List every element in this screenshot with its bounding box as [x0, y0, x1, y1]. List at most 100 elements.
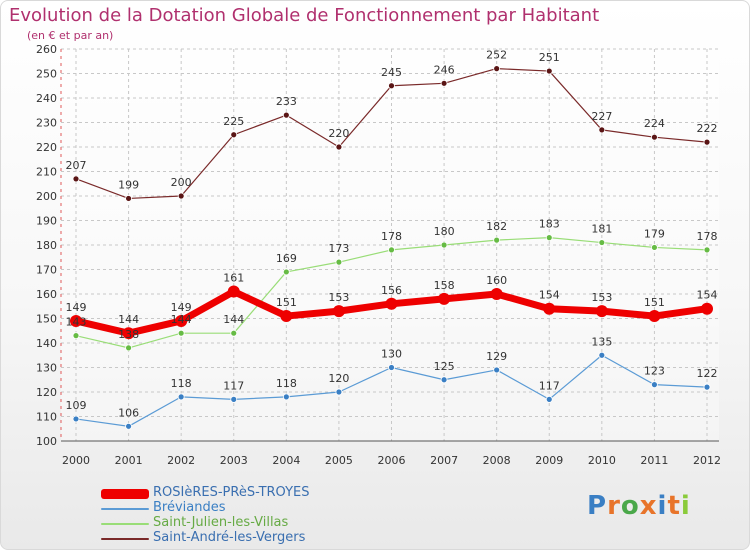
data-point [72, 415, 80, 423]
logo-letter: x [639, 491, 658, 521]
data-point [70, 314, 82, 327]
x-tick-label: 2006 [378, 454, 406, 467]
data-label: 118 [171, 377, 192, 390]
data-label: 179 [644, 227, 665, 240]
y-tick-label: 130 [36, 362, 57, 375]
data-point [177, 192, 185, 200]
data-label: 154 [697, 289, 718, 302]
data-label: 178 [697, 230, 718, 243]
data-label: 207 [66, 159, 87, 172]
data-point [72, 332, 80, 340]
data-label: 252 [486, 49, 507, 62]
y-tick-label: 210 [36, 166, 57, 179]
data-point [493, 236, 501, 244]
x-tick-label: 2001 [115, 454, 143, 467]
data-label: 246 [434, 63, 455, 76]
data-point [493, 366, 501, 374]
data-label: 156 [381, 284, 402, 297]
y-tick-label: 230 [36, 117, 57, 130]
data-point [438, 292, 451, 305]
data-point [598, 351, 606, 359]
data-label: 143 [66, 316, 87, 329]
x-tick-label: 2005 [325, 454, 353, 467]
data-point [545, 395, 553, 403]
data-label: 109 [66, 399, 87, 412]
data-label: 144 [223, 313, 244, 326]
data-label: 154 [539, 289, 560, 302]
logo-letter: r [607, 491, 621, 521]
y-tick-label: 120 [36, 386, 57, 399]
data-label: 233 [276, 95, 297, 108]
data-point [125, 422, 132, 430]
y-tick-label: 250 [36, 68, 57, 81]
data-point [543, 302, 556, 315]
data-label: 224 [644, 117, 665, 130]
data-point [282, 268, 290, 276]
data-label: 125 [434, 360, 455, 373]
data-label: 118 [276, 377, 297, 390]
y-tick-label: 190 [36, 215, 57, 228]
y-tick-label: 170 [36, 264, 57, 277]
data-point [701, 302, 713, 315]
y-tick-label: 110 [36, 411, 57, 424]
data-point [440, 79, 448, 87]
data-label: 130 [381, 348, 402, 361]
data-label: 153 [328, 291, 349, 304]
x-tick-label: 2003 [220, 454, 248, 467]
legend-swatch [101, 523, 149, 525]
data-point [282, 393, 290, 401]
data-label: 181 [591, 223, 612, 236]
data-label: 135 [591, 335, 612, 348]
proxiti-logo: Proxiti [587, 491, 691, 521]
data-label: 199 [118, 178, 139, 191]
data-label: 173 [328, 242, 349, 255]
data-label: 220 [328, 127, 349, 140]
y-tick-label: 220 [36, 141, 57, 154]
y-tick-label: 140 [36, 337, 57, 350]
data-point [227, 285, 240, 298]
y-tick-label: 160 [36, 288, 57, 301]
data-label: 144 [118, 313, 139, 326]
legend-swatch [101, 508, 149, 510]
data-label: 138 [118, 328, 139, 341]
data-point [651, 133, 658, 141]
data-point [177, 393, 185, 401]
logo-letter: i [657, 491, 668, 521]
data-point [545, 67, 553, 75]
x-tick-label: 2000 [62, 454, 90, 467]
data-point [388, 364, 395, 371]
data-point [651, 381, 658, 389]
data-point [651, 244, 658, 251]
data-label: 227 [591, 110, 612, 123]
data-label: 182 [486, 220, 507, 233]
x-tick-label: 2008 [483, 454, 511, 467]
data-point [440, 241, 448, 249]
data-label: 161 [223, 272, 244, 285]
y-tick-label: 200 [36, 190, 57, 203]
y-tick-label: 150 [36, 313, 57, 326]
data-point [282, 111, 290, 119]
data-point [385, 297, 398, 310]
x-tick-label: 2002 [167, 454, 195, 467]
data-point [230, 131, 238, 139]
data-label: 158 [434, 279, 455, 292]
y-tick-label: 180 [36, 239, 57, 252]
data-label: 169 [276, 252, 297, 265]
data-label: 120 [328, 372, 349, 385]
legend-label: Saint-André-les-Vergers [153, 530, 306, 545]
data-point [125, 195, 132, 202]
data-point [388, 246, 395, 254]
legend-label: Bréviandes [153, 500, 226, 515]
legend-swatch [101, 538, 149, 540]
data-point [440, 376, 448, 384]
chart-title: Evolution de la Dotation Globale de Fonc… [9, 5, 600, 26]
legend-label: Saint-Julien-les-Villas [153, 515, 289, 530]
data-label: 151 [276, 296, 297, 309]
data-label: 123 [644, 365, 665, 378]
data-point [175, 314, 188, 327]
x-tick-label: 2007 [430, 454, 458, 467]
logo-letter: o [620, 491, 640, 521]
data-point [230, 395, 238, 403]
data-point [490, 288, 503, 300]
